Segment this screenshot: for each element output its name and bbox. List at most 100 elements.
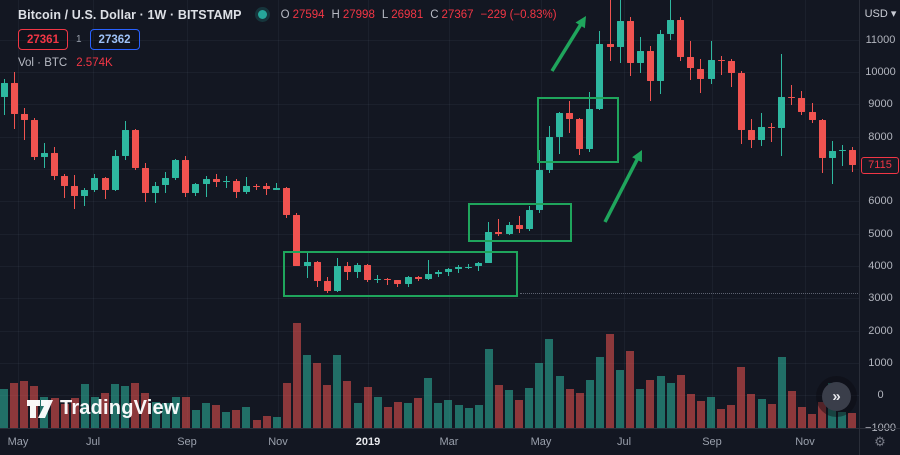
candle[interactable] bbox=[354, 264, 361, 272]
candle[interactable] bbox=[434, 271, 442, 274]
tradingview-logo[interactable]: TradingView bbox=[27, 397, 180, 420]
volume-bar[interactable] bbox=[787, 390, 796, 428]
volume-bar[interactable] bbox=[363, 386, 372, 428]
volume-bar[interactable] bbox=[313, 363, 322, 428]
candle[interactable] bbox=[636, 50, 644, 64]
volume-bar[interactable] bbox=[262, 416, 271, 428]
volume-bar[interactable] bbox=[484, 348, 493, 428]
candle[interactable] bbox=[273, 188, 281, 190]
candle[interactable] bbox=[788, 96, 796, 99]
volume-bar[interactable] bbox=[717, 408, 726, 428]
candle[interactable] bbox=[232, 180, 240, 193]
candle[interactable] bbox=[404, 276, 412, 284]
candle[interactable] bbox=[414, 276, 422, 279]
candle[interactable] bbox=[576, 118, 584, 149]
volume-bar[interactable] bbox=[606, 334, 614, 428]
volume-bar[interactable] bbox=[272, 416, 281, 428]
candle[interactable] bbox=[111, 156, 119, 190]
volume-bar[interactable] bbox=[393, 402, 402, 428]
candle[interactable] bbox=[778, 96, 786, 129]
candle[interactable] bbox=[566, 113, 574, 119]
candle[interactable] bbox=[707, 59, 715, 79]
candle[interactable] bbox=[515, 225, 523, 229]
candle[interactable] bbox=[0, 83, 8, 97]
candle[interactable] bbox=[818, 120, 826, 159]
volume-bar[interactable] bbox=[707, 397, 715, 428]
volume-bar[interactable] bbox=[757, 398, 766, 428]
candle[interactable] bbox=[242, 185, 250, 193]
candle[interactable] bbox=[101, 178, 109, 190]
currency-dropdown[interactable]: USD ▾ bbox=[864, 8, 897, 20]
candle[interactable] bbox=[808, 111, 816, 121]
volume-bar[interactable] bbox=[808, 413, 816, 428]
candle[interactable] bbox=[364, 264, 372, 281]
candle[interactable] bbox=[768, 126, 776, 129]
candle[interactable] bbox=[192, 184, 200, 194]
volume-bar[interactable] bbox=[252, 419, 261, 428]
volume-bar[interactable] bbox=[333, 355, 342, 428]
volume-bar[interactable] bbox=[848, 412, 857, 428]
candle[interactable] bbox=[465, 266, 473, 269]
candle[interactable] bbox=[162, 178, 170, 186]
candle[interactable] bbox=[51, 152, 58, 176]
volume-bar[interactable] bbox=[70, 398, 79, 428]
candle[interactable] bbox=[81, 189, 89, 197]
volume-bar[interactable] bbox=[505, 390, 513, 428]
volume-bar[interactable] bbox=[101, 392, 109, 428]
candle[interactable] bbox=[667, 20, 675, 34]
candle[interactable] bbox=[121, 130, 129, 156]
volume-bar[interactable] bbox=[767, 403, 776, 428]
candle[interactable] bbox=[475, 262, 483, 267]
candle[interactable] bbox=[394, 280, 402, 285]
candle[interactable] bbox=[323, 281, 331, 291]
volume-bar[interactable] bbox=[575, 392, 584, 428]
volume-bar[interactable] bbox=[131, 382, 140, 428]
volume-bar[interactable] bbox=[727, 405, 736, 428]
candle[interactable] bbox=[182, 160, 190, 194]
volume-bar[interactable] bbox=[0, 389, 8, 428]
time-axis[interactable]: May Jul Sep Nov 2019 Mar May Jul Sep Nov bbox=[0, 428, 859, 455]
annotation-box-accumulation-box[interactable] bbox=[283, 251, 518, 297]
candle[interactable] bbox=[283, 188, 291, 215]
candle[interactable] bbox=[798, 98, 806, 112]
volume-bar[interactable] bbox=[424, 377, 433, 428]
candle[interactable] bbox=[525, 210, 533, 229]
volume-bar[interactable] bbox=[191, 410, 200, 428]
candle[interactable] bbox=[586, 108, 594, 149]
volume-bar[interactable] bbox=[10, 382, 19, 428]
candle[interactable] bbox=[343, 266, 351, 272]
volume-bar[interactable] bbox=[545, 339, 554, 428]
candle[interactable] bbox=[646, 50, 654, 81]
volume-bar[interactable] bbox=[777, 356, 786, 428]
volume-bar[interactable] bbox=[696, 400, 705, 428]
volume-bar[interactable] bbox=[616, 369, 625, 428]
volume-bar[interactable] bbox=[464, 408, 473, 428]
candle[interactable] bbox=[333, 266, 341, 291]
candle[interactable] bbox=[222, 180, 230, 182]
candle[interactable] bbox=[717, 59, 725, 62]
volume-bar[interactable] bbox=[80, 383, 89, 428]
candle[interactable] bbox=[444, 269, 452, 272]
gear-icon[interactable]: ⚙ bbox=[874, 434, 886, 449]
candle[interactable] bbox=[535, 170, 543, 211]
candle[interactable] bbox=[828, 151, 836, 159]
volume-bar[interactable] bbox=[666, 382, 675, 428]
price-axis[interactable]: USD ▾ 7115 11000 10000 9000 8000 6000 5000 400… bbox=[859, 0, 900, 434]
candle[interactable] bbox=[737, 73, 745, 130]
volume-bar[interactable] bbox=[646, 379, 655, 428]
volume-bar[interactable] bbox=[595, 356, 604, 428]
volume-bar[interactable] bbox=[323, 385, 332, 428]
volume-bar[interactable] bbox=[434, 402, 443, 428]
candle[interactable] bbox=[495, 232, 503, 234]
volume-bar[interactable] bbox=[171, 397, 180, 428]
volume-bar[interactable] bbox=[161, 402, 170, 428]
candle[interactable] bbox=[677, 20, 685, 57]
volume-bar[interactable] bbox=[525, 387, 534, 428]
volume-bar[interactable] bbox=[626, 350, 635, 428]
candle[interactable] bbox=[253, 185, 260, 187]
candle[interactable] bbox=[152, 185, 159, 194]
buy-button[interactable]: 27362 bbox=[89, 29, 140, 50]
volume-bar[interactable] bbox=[60, 403, 69, 428]
volume-bar[interactable] bbox=[747, 394, 756, 428]
volume-bar[interactable] bbox=[292, 323, 301, 428]
